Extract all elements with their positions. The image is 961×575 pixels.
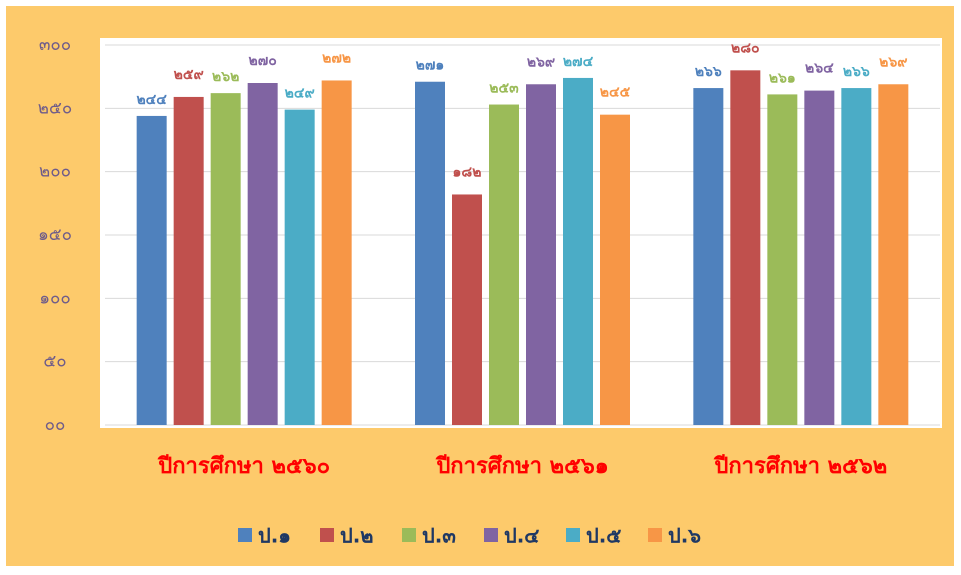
legend-swatch — [566, 528, 580, 542]
bar — [730, 70, 761, 425]
y-tick-label: ๐๐ — [45, 415, 66, 435]
data-label: ๒๔๙ — [285, 86, 315, 102]
bar — [526, 84, 556, 426]
y-tick-label: ๕๐ — [43, 352, 66, 372]
data-label: ๒๖๑ — [769, 70, 796, 86]
bar — [841, 88, 872, 426]
y-tick-label: ๒๕๐ — [38, 98, 72, 118]
data-label: ๒๗๑ — [416, 58, 445, 74]
data-label: ๒๖๙ — [879, 54, 907, 70]
bar — [767, 94, 798, 426]
bar — [489, 104, 519, 426]
bar — [600, 114, 630, 426]
data-label: ๒๖๙ — [527, 54, 555, 70]
legend-label: ป.๑ — [258, 524, 291, 548]
bar — [210, 93, 241, 425]
y-tick-label: ๒๐๐ — [39, 162, 71, 182]
legend-swatch — [402, 528, 416, 542]
bar — [452, 194, 482, 425]
legend-swatch — [648, 528, 662, 542]
y-tick-label: ๓๐๐ — [39, 35, 71, 55]
data-label: ๒๔๕ — [600, 85, 631, 101]
legend-label: ป.๔ — [504, 524, 539, 548]
legend-label: ป.๕ — [586, 524, 621, 548]
bar — [136, 115, 167, 425]
x-tick-label: ปีการศึกษา ๒๕๖๒ — [713, 454, 887, 479]
bar — [878, 84, 909, 426]
legend-swatch — [320, 528, 334, 542]
legend-label: ป.๖ — [668, 524, 701, 548]
bar — [321, 80, 352, 425]
y-tick-label: ๑๐๐ — [39, 288, 71, 308]
data-label: ๒๖๒ — [212, 69, 239, 85]
data-label: ๒๕๓ — [489, 81, 519, 97]
bar — [804, 90, 835, 425]
data-label: ๒๗๔ — [563, 54, 594, 70]
legend-label: ป.๓ — [422, 524, 456, 548]
legend-label: ป.๒ — [340, 524, 373, 548]
bar — [563, 77, 593, 425]
y-tick-label: ๑๕๐ — [38, 225, 72, 245]
data-label: ๒๘๐ — [731, 40, 760, 56]
x-tick-label: ปีการศึกษา ๒๕๖๑ — [435, 454, 609, 479]
legend-swatch — [484, 528, 498, 542]
data-label: ๒๕๙ — [174, 67, 204, 83]
data-label: ๒๔๔ — [136, 92, 167, 108]
data-label: ๒๗๒ — [322, 50, 351, 66]
bar — [415, 81, 445, 425]
data-label: ๒๖๔ — [805, 61, 834, 77]
data-label: ๒๖๖ — [843, 64, 870, 80]
bar — [247, 83, 278, 425]
data-label: ๒๗๐ — [249, 53, 277, 69]
x-tick-label: ปีการศึกษา ๒๕๖๐ — [157, 454, 330, 479]
data-label: ๒๖๖ — [695, 64, 722, 80]
bar — [693, 88, 724, 426]
data-label: ๑๘๒ — [453, 164, 482, 180]
bar — [284, 109, 315, 425]
legend-swatch — [238, 528, 252, 542]
bar — [173, 96, 204, 425]
